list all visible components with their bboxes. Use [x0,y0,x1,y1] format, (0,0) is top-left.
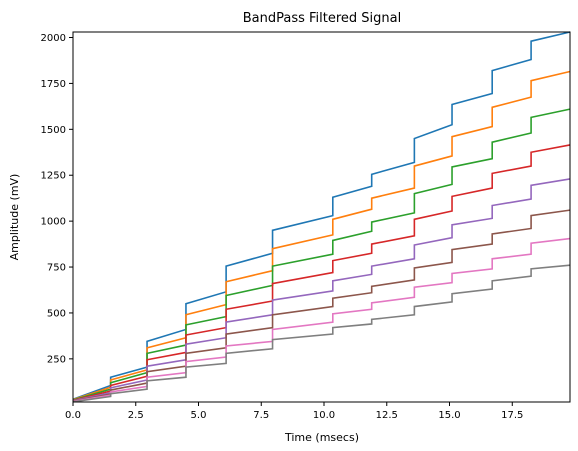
y-tick-label: 2000 [41,33,66,44]
y-axis-ticks: 250 500 750 1000 1250 1500 1750 2000 [41,33,73,365]
series-line-2 [72,70,571,401]
y-tick-label: 1000 [41,217,66,228]
plot-frame [72,31,571,403]
y-tick-label: 1500 [41,125,66,136]
x-tick-label: 12.5 [376,410,398,421]
series-line-4 [72,144,571,402]
y-axis-label: Amplitude (mV) [8,174,21,261]
series-line-1 [72,31,571,401]
y-tick-label: 500 [47,308,66,319]
x-tick-label: 2.5 [128,410,144,421]
y-tick-label: 1750 [41,79,66,90]
x-tick-label: 17.5 [501,410,523,421]
series-line-3 [72,108,571,401]
y-tick-label: 250 [47,354,66,365]
x-axis-label: Time (msecs) [284,431,359,444]
x-tick-label: 0.0 [65,410,81,421]
x-tick-label: 10.0 [313,410,335,421]
x-tick-label: 15.0 [438,410,460,421]
series-line-6 [72,209,571,402]
series-line-5 [72,178,571,402]
x-tick-label: 5.0 [191,410,207,421]
series-layer [72,31,571,403]
y-tick-label: 1250 [41,171,66,182]
series-line-7 [72,237,571,403]
series-line-8 [72,264,571,403]
y-tick-label: 750 [47,263,66,274]
x-axis-ticks: 0.0 2.5 5.0 7.5 10.0 12.5 15.0 17.5 [65,402,523,421]
x-tick-label: 7.5 [253,410,269,421]
chart-title: BandPass Filtered Signal [243,11,402,26]
